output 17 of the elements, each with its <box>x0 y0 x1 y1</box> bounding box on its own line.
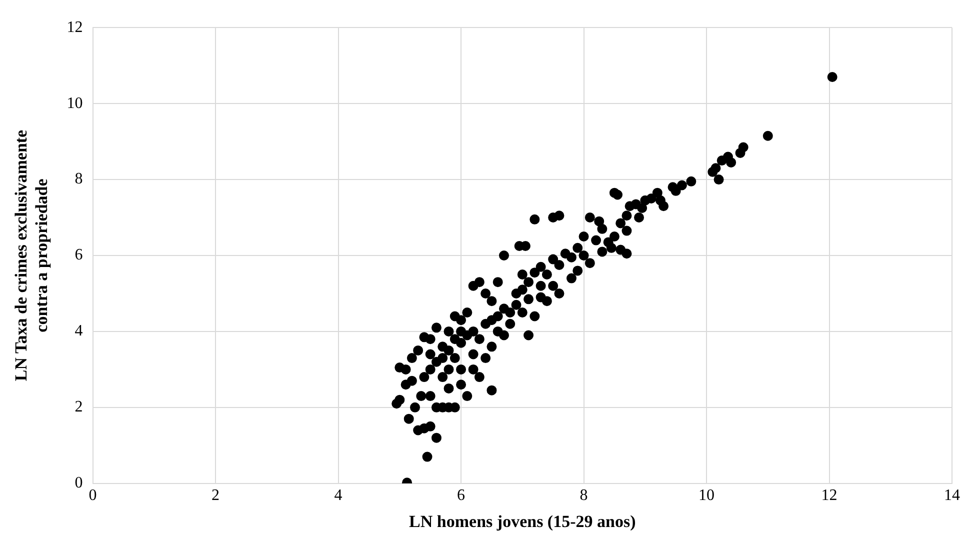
x-tick-label: 6 <box>457 487 466 504</box>
x-axis-title: LN homens jovens (15-29 anos) <box>409 512 636 532</box>
y-tick-label: 10 <box>66 94 83 112</box>
y-tick-label: 2 <box>74 398 83 416</box>
x-tick-label: 8 <box>580 487 588 504</box>
y-tick-label: 4 <box>74 322 83 340</box>
y-tick-label: 6 <box>74 246 83 264</box>
x-tick-label: 14 <box>944 487 960 504</box>
y-tick-label: 0 <box>74 474 83 492</box>
y-tick-label: 12 <box>66 18 83 36</box>
y-tick-label: 8 <box>74 170 83 188</box>
y-axis-title: LN Taxa de crimes exclusivamente contra a propriedade <box>12 129 51 382</box>
x-tick-label: 0 <box>88 487 97 504</box>
x-tick-label: 4 <box>334 487 342 504</box>
x-tick-label: 12 <box>821 487 838 504</box>
x-tick-label: 2 <box>212 487 220 504</box>
x-tick-label: 10 <box>698 487 715 504</box>
